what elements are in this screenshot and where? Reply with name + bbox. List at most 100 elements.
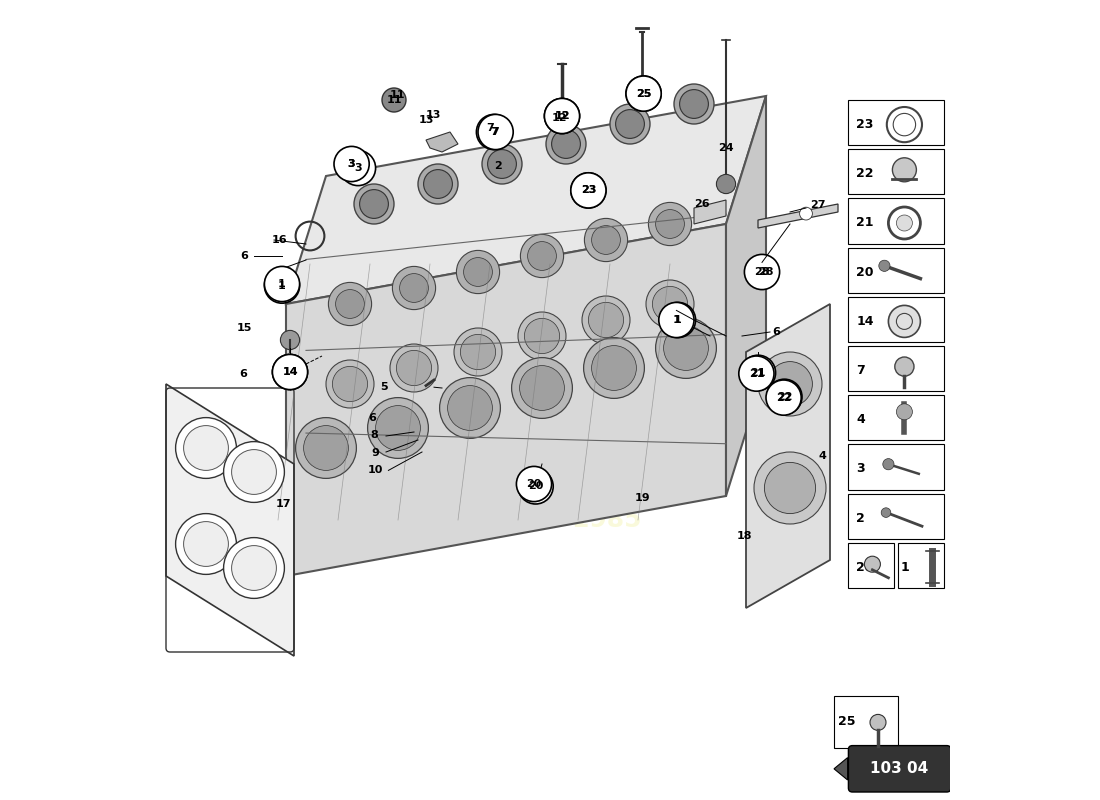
Text: 14: 14 [283,367,298,377]
Text: 24: 24 [718,143,734,153]
Wedge shape [648,202,692,246]
Circle shape [463,258,493,286]
Circle shape [418,164,458,204]
Circle shape [716,174,736,194]
Text: 2: 2 [857,512,865,525]
Circle shape [674,84,714,124]
Circle shape [626,76,661,111]
Circle shape [332,366,367,402]
Circle shape [273,354,308,390]
Text: 6: 6 [368,413,376,422]
Circle shape [424,170,452,198]
Text: 3: 3 [354,163,362,173]
Circle shape [883,458,894,470]
Polygon shape [426,132,458,152]
Wedge shape [520,234,563,278]
Circle shape [273,354,308,390]
Circle shape [448,386,493,430]
Circle shape [461,334,496,370]
Circle shape [592,226,620,254]
Circle shape [745,254,780,290]
Text: 3: 3 [857,462,865,475]
Circle shape [652,286,688,322]
Text: 20: 20 [526,479,541,489]
Circle shape [518,469,553,504]
Circle shape [334,146,370,182]
Circle shape [516,466,551,502]
Circle shape [519,366,564,410]
Bar [848,444,945,490]
Circle shape [646,280,694,328]
Circle shape [768,362,813,406]
Bar [848,248,945,293]
Text: 4: 4 [818,451,826,461]
Circle shape [616,110,645,138]
Text: since 1985: since 1985 [491,508,641,532]
Bar [848,542,894,588]
Bar [848,494,945,539]
Circle shape [656,318,716,378]
Circle shape [518,312,567,360]
Wedge shape [456,250,499,294]
Circle shape [296,418,356,478]
Text: 20: 20 [528,482,543,491]
Text: 3: 3 [348,159,355,169]
Circle shape [896,215,912,231]
Circle shape [184,522,229,566]
Text: 6: 6 [772,327,780,337]
Circle shape [375,406,420,450]
Circle shape [584,338,645,398]
Circle shape [360,190,388,218]
Bar [834,696,898,748]
Bar [848,297,945,342]
Circle shape [528,242,557,270]
Text: 12: 12 [552,113,568,122]
Polygon shape [726,96,766,496]
Circle shape [264,266,299,302]
Circle shape [571,173,606,208]
Circle shape [626,76,661,111]
Circle shape [894,357,914,376]
Text: 23: 23 [581,186,596,195]
Text: 10: 10 [367,466,383,475]
Circle shape [176,514,236,574]
Text: 28: 28 [755,267,770,277]
Circle shape [892,158,916,182]
Text: 17: 17 [276,499,292,509]
Text: 7: 7 [491,127,498,137]
Bar [848,395,945,440]
Text: 20: 20 [857,266,873,278]
Text: 2: 2 [494,162,502,171]
Text: 21: 21 [857,217,873,230]
Circle shape [482,144,522,184]
Text: 26: 26 [694,199,710,209]
Text: 4: 4 [857,414,865,426]
Polygon shape [694,200,726,224]
Circle shape [336,290,364,318]
Circle shape [764,462,815,514]
Circle shape [476,114,512,150]
Circle shape [680,90,708,118]
Circle shape [512,358,572,418]
Circle shape [223,442,285,502]
Text: 6: 6 [240,369,248,378]
Wedge shape [329,282,372,326]
Circle shape [758,352,822,416]
Circle shape [487,150,516,178]
Wedge shape [584,218,628,262]
Circle shape [766,380,801,415]
Circle shape [656,210,684,238]
Circle shape [865,556,880,572]
Text: 15: 15 [236,323,252,333]
Circle shape [800,207,813,220]
Circle shape [881,508,891,518]
Circle shape [223,538,285,598]
Text: 28: 28 [758,267,773,277]
Circle shape [889,306,921,338]
Polygon shape [286,96,766,304]
Text: 28: 28 [857,561,873,574]
Circle shape [544,98,580,134]
Wedge shape [393,266,436,310]
Circle shape [326,360,374,408]
Text: 11: 11 [386,95,402,105]
